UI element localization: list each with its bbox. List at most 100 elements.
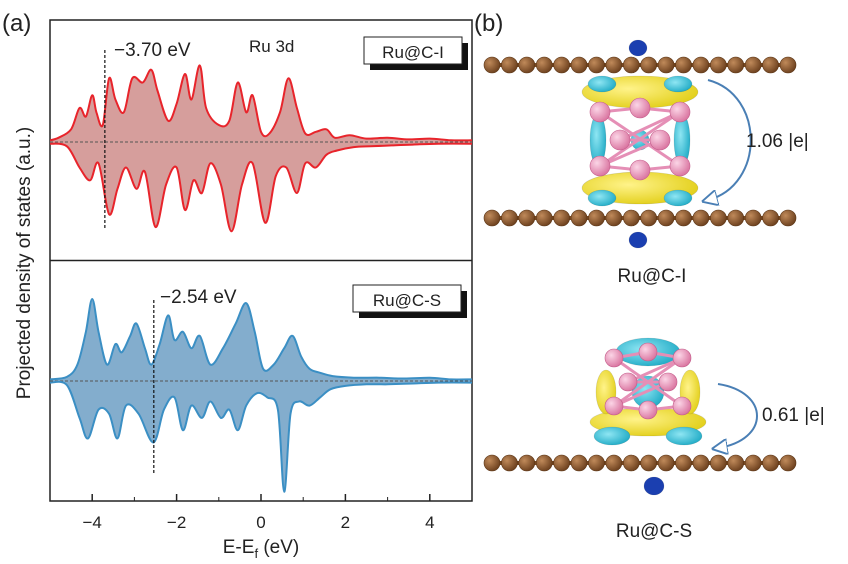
carbon-atom <box>692 454 710 472</box>
ru-c-i-spin-down-line <box>50 142 472 233</box>
carbon-atom <box>588 454 605 472</box>
ru-c-s-spin-down-line <box>50 380 472 493</box>
carbon-atom <box>570 454 588 472</box>
x-tick-label: −4 <box>83 513 102 532</box>
ruthenium-atom <box>649 129 671 151</box>
carbon-atom <box>535 454 553 472</box>
carbon-atom <box>518 454 536 472</box>
carbon-atom <box>605 209 623 227</box>
carbon-atom <box>570 209 588 227</box>
charge-deep-blob <box>628 39 648 57</box>
ru-ru-bond <box>619 110 681 142</box>
pdos-plot-ru-c-i <box>50 50 472 233</box>
legend-top: Ru@C-I <box>363 36 468 70</box>
dband-center-label-top: −3.70 eV <box>114 40 191 61</box>
x-axis-ticks: −4 −2 0 2 4 <box>49 494 473 532</box>
carbon-atom <box>657 56 675 74</box>
carbon-atom <box>605 56 623 74</box>
ruthenium-atom <box>669 155 691 177</box>
carbon-atom <box>762 209 779 227</box>
charge-depletion-region <box>587 75 617 93</box>
ruthenium-atom <box>669 101 691 123</box>
carbon-atom <box>779 56 797 74</box>
legend-bottom: Ru@C-S <box>352 284 467 318</box>
legend-label-top: Ru@C-I <box>382 43 444 62</box>
ruthenium-atom <box>618 372 638 392</box>
carbon-atom <box>640 454 658 472</box>
carbon-atom <box>518 209 536 227</box>
structure-ru-c-s <box>483 337 797 496</box>
carbon-atom <box>727 454 745 472</box>
structure-name-top: Ru@C-I <box>618 266 687 287</box>
ru-ru-bond <box>613 380 669 408</box>
carbon-atom <box>779 454 797 472</box>
ruthenium-atom <box>629 159 651 181</box>
carbon-atom <box>622 454 640 472</box>
carbon-atom <box>675 454 692 472</box>
carbon-atom <box>710 209 727 227</box>
ruthenium-atom <box>604 396 624 416</box>
carbon-atom <box>501 454 518 472</box>
carbon-atom <box>483 454 501 472</box>
carbon-atom <box>762 454 779 472</box>
ru-ru-bond <box>599 110 681 168</box>
carbon-atom <box>535 209 553 227</box>
carbon-atom <box>501 209 518 227</box>
charge-deep-blob <box>643 476 665 496</box>
charge-transfer-arrow-bottom <box>718 383 758 448</box>
x-tick-label: 0 <box>256 513 265 532</box>
pdos-plot-ru-c-s <box>50 297 472 493</box>
ruthenium-atom <box>589 155 611 177</box>
ruthenium-atom <box>672 348 692 368</box>
carbon-atom <box>692 56 710 74</box>
charge-depletion-region <box>587 189 617 207</box>
carbon-atom <box>535 56 553 74</box>
carbon-atom <box>762 56 779 74</box>
carbon-atom <box>483 56 501 74</box>
charge-depletion-region <box>663 189 693 207</box>
chart-title: Ru 3d <box>249 37 294 56</box>
ruthenium-atom <box>604 348 624 368</box>
structure-ru-c-i <box>483 39 797 249</box>
carbon-atom <box>779 209 797 227</box>
carbon-atom <box>553 454 570 472</box>
charge-depletion-region <box>663 75 693 93</box>
ru-c-i-spin-down-area <box>50 142 472 232</box>
ruthenium-atom <box>638 400 658 420</box>
carbon-atom <box>640 209 658 227</box>
charge-transfer-top: 1.06 |e| <box>746 131 809 152</box>
ru-ru-bond <box>627 356 683 384</box>
carbon-atom <box>570 56 588 74</box>
carbon-atom <box>640 56 658 74</box>
carbon-atom <box>622 209 640 227</box>
carbon-atom <box>692 209 710 227</box>
ru-c-s-spin-down-area <box>50 381 472 492</box>
charge-deep-blob <box>628 231 648 249</box>
x-tick-label: −2 <box>167 513 186 532</box>
carbon-atom <box>553 209 570 227</box>
charge-depletion-region <box>665 426 703 446</box>
y-axis-label: Projected density of states (a.u.) <box>14 127 35 399</box>
ru-ru-bond <box>613 356 683 408</box>
carbon-atom <box>657 209 675 227</box>
charge-depletion-region <box>593 426 631 446</box>
carbon-atom <box>605 454 623 472</box>
panel-b-label: (b) <box>474 10 503 37</box>
carbon-atom <box>710 454 727 472</box>
ru-c-s-spin-up-line <box>50 297 472 381</box>
carbon-atom <box>744 209 762 227</box>
carbon-atom <box>675 56 692 74</box>
legend-label-bottom: Ru@C-S <box>373 291 441 310</box>
carbon-atom <box>588 56 605 74</box>
carbon-atom <box>744 56 762 74</box>
structure-name-bottom: Ru@C-S <box>616 521 692 542</box>
panel-a-label: (a) <box>2 10 31 37</box>
ru-c-s-spin-up-area <box>50 299 472 381</box>
carbon-atom <box>727 209 745 227</box>
carbon-atom <box>727 56 745 74</box>
x-tick-label: 4 <box>425 513 434 532</box>
carbon-atom <box>675 209 692 227</box>
ruthenium-atom <box>629 97 651 119</box>
ruthenium-atom <box>609 129 631 151</box>
